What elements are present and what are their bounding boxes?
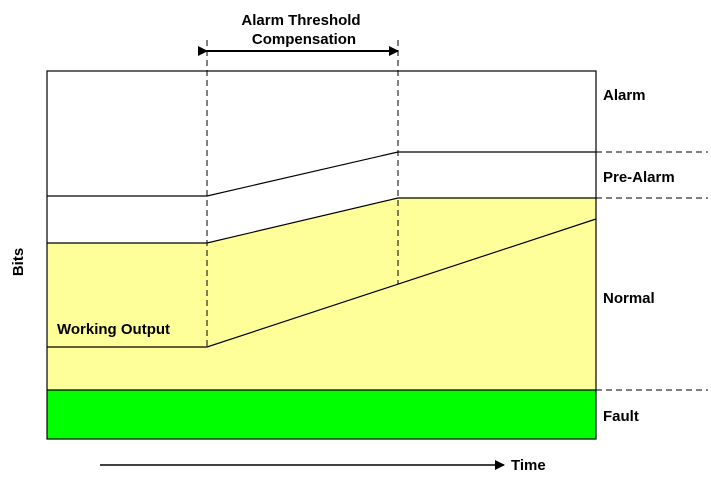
chart-frame xyxy=(46,70,597,440)
zone-label-pre-alarm: Pre-Alarm xyxy=(603,169,675,186)
working-output-label: Working Output xyxy=(57,321,170,338)
alarm-threshold-line xyxy=(47,151,596,197)
annotation-line-1: Alarm Threshold xyxy=(241,12,360,29)
zone-label-alarm: Alarm xyxy=(603,87,646,104)
fault-zone-fill xyxy=(47,390,596,439)
y-axis-label: Bits xyxy=(10,248,27,276)
working-output-line xyxy=(47,218,597,348)
x-axis-label: Time xyxy=(511,457,546,474)
annotation-line-2: Compensation xyxy=(252,31,356,48)
zone-label-normal: Normal xyxy=(603,290,655,307)
zone-label-fault: Fault xyxy=(603,408,639,425)
normal-zone-fill xyxy=(47,198,596,390)
pre-alarm-threshold-line xyxy=(47,197,596,244)
